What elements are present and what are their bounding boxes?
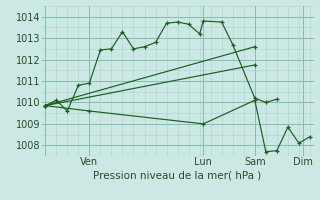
X-axis label: Pression niveau de la mer( hPa ): Pression niveau de la mer( hPa ) bbox=[93, 170, 262, 180]
